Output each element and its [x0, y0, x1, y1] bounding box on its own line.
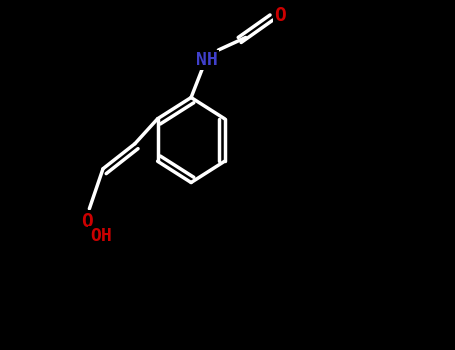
Text: O: O	[81, 212, 93, 231]
Text: NH: NH	[196, 51, 218, 69]
Text: OH: OH	[90, 227, 111, 245]
Text: O: O	[274, 6, 286, 25]
